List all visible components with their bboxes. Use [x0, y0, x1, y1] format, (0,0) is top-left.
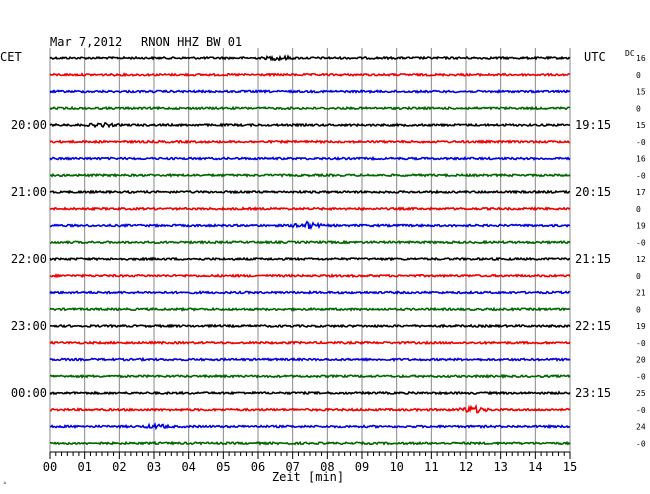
x-axis: 00 01 02 03 04 05 06 07 08 09 10 11 12 13 14 15: [43, 451, 577, 474]
dc-offset-label: 15: [636, 121, 646, 130]
x-tick-label: 08: [320, 460, 334, 474]
seismic-trace: [49, 340, 571, 346]
dc-offset-label: 0: [636, 272, 641, 281]
x-axis-label: Zeit [min]: [272, 470, 344, 484]
dc-offset-label: 24: [636, 423, 646, 432]
cet-hour-label: 00:00: [11, 386, 47, 400]
seismic-trace: [49, 373, 571, 380]
cet-hour-label: 23:00: [11, 319, 47, 333]
utc-hour-label: 21:15: [575, 252, 611, 266]
seismic-trace: [49, 139, 571, 145]
x-tick-label: 13: [493, 460, 507, 474]
dc-offset-label: 0: [636, 71, 641, 80]
dc-offset-label: -0: [636, 339, 646, 348]
utc-hour-label: 23:15: [575, 386, 611, 400]
seismic-trace: [49, 54, 571, 62]
dc-offset-label: 15: [636, 88, 646, 97]
seismic-trace: [49, 105, 571, 111]
cet-hour-label: 22:00: [11, 252, 47, 266]
x-tick-label: 15: [563, 460, 577, 474]
seismic-trace: [49, 121, 571, 129]
seismic-trace: [49, 273, 571, 279]
seismic-trace: [49, 155, 571, 161]
dc-offset-label: 12: [636, 255, 646, 264]
x-tick-label: 07: [285, 460, 299, 474]
seismic-trace: [49, 189, 571, 195]
dc-header-label: DC: [625, 49, 635, 58]
x-tick-label: 02: [112, 460, 126, 474]
seismic-trace: [49, 289, 571, 295]
seismic-trace: [49, 323, 571, 329]
utc-hour-label: 20:15: [575, 185, 611, 199]
dc-offset-label: 25: [636, 389, 646, 398]
x-tick-label: 10: [389, 460, 403, 474]
x-tick-label: 06: [251, 460, 265, 474]
date-label: Mar 7,2012: [50, 35, 122, 49]
seismic-trace: [49, 206, 571, 212]
seismic-trace: [49, 390, 571, 396]
seismic-trace: [49, 88, 571, 95]
x-tick-label: 00: [43, 460, 57, 474]
dc-offset-label: 16: [636, 155, 646, 164]
dc-offset-label: 0: [636, 104, 641, 113]
cet-hour-label: 21:00: [11, 185, 47, 199]
seismic-trace: [49, 72, 571, 78]
dc-offset-label: -0: [636, 138, 646, 147]
dc-offset-label: 19: [636, 322, 646, 331]
left-timezone-label: CET: [0, 50, 22, 64]
station-label: RNON HHZ BW 01: [141, 35, 242, 49]
x-tick-label: 05: [216, 460, 230, 474]
dc-offset-label: -0: [636, 439, 646, 448]
hour-labels: 20:00 21:00 22:00 23:00 00:00 19:15 20:15 21:15…: [11, 54, 646, 448]
dc-offset-label: 0: [636, 205, 641, 214]
time-grid: [49, 48, 571, 452]
dc-offset-label: 21: [636, 289, 646, 298]
dc-offset-label: 20: [636, 356, 646, 365]
right-timezone-label: UTC: [584, 50, 606, 64]
x-tick-label: 03: [147, 460, 161, 474]
dc-offset-label: 0: [636, 305, 641, 314]
dc-offset-label: 16: [636, 54, 646, 63]
seismic-trace: [49, 172, 571, 178]
seismic-trace: [49, 356, 571, 363]
seismic-trace: [49, 306, 571, 312]
dc-offset-label: 17: [636, 188, 646, 197]
trace-group: [49, 54, 571, 446]
x-tick-label: 12: [459, 460, 473, 474]
x-tick-label: 09: [355, 460, 369, 474]
dc-offset-label: 19: [636, 222, 646, 231]
seismic-trace: [49, 256, 571, 262]
cet-hour-label: 20:00: [11, 118, 47, 132]
corner-marker: ᴬ: [3, 481, 7, 488]
x-tick-label: 04: [181, 460, 195, 474]
seismic-trace: [49, 403, 571, 414]
dc-offset-label: -0: [636, 372, 646, 381]
x-tick-label: 01: [77, 460, 91, 474]
seismic-trace: [49, 440, 571, 446]
utc-hour-label: 22:15: [575, 319, 611, 333]
dc-offset-label: -0: [636, 171, 646, 180]
x-tick-label: 11: [424, 460, 438, 474]
dc-offset-label: -0: [636, 406, 646, 415]
dc-offset-label: -0: [636, 238, 646, 247]
seismic-trace: [49, 239, 571, 245]
seismic-trace: [49, 422, 571, 431]
x-tick-label: 14: [528, 460, 542, 474]
utc-hour-label: 19:15: [575, 118, 611, 132]
seismic-trace: [50, 220, 571, 231]
